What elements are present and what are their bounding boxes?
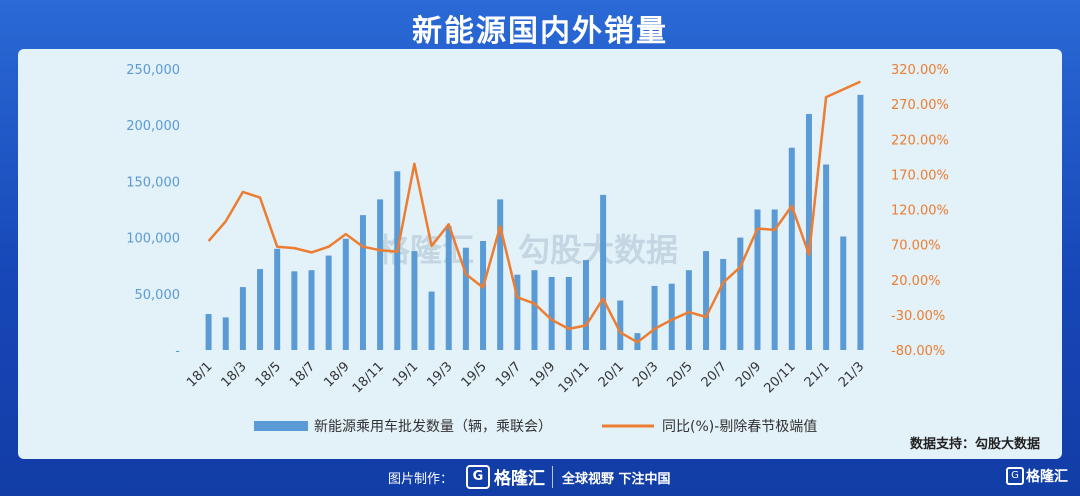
bar-mark	[857, 94, 864, 350]
logo-icon: G	[466, 465, 490, 489]
legend-bar-label: 新能源乘用车批发数量（辆，乘联会）	[314, 418, 552, 435]
bar-mark	[565, 276, 572, 350]
x-tick-label: 19/9	[527, 359, 558, 390]
footer-bar: 图片制作： G 格隆汇 全球视野 下注中国 G 格隆汇	[0, 462, 1080, 496]
y-left-tick-label: 200,000	[126, 119, 180, 134]
x-tick-label: 19/3	[424, 359, 455, 390]
x-tick-label: 20/9	[733, 359, 764, 390]
y-left-tick-label: 250,000	[126, 63, 180, 78]
bar-mark	[239, 287, 246, 350]
y-right-tick-label: 320.00%	[891, 63, 949, 78]
bar-mark	[480, 240, 487, 350]
bar-mark	[531, 270, 538, 350]
x-tick-label: 19/7	[493, 359, 524, 390]
y-left-tick-label: 50,000	[135, 288, 181, 303]
y-right-tick-label: -30.00%	[891, 309, 945, 324]
y-right-tick-label: -80.00%	[891, 344, 945, 359]
bar-mark	[754, 209, 761, 350]
bar-mark	[377, 199, 384, 350]
corner-brand: 格隆汇	[1026, 469, 1068, 485]
y-right-tick-label: 120.00%	[891, 204, 949, 219]
bar-mark	[703, 251, 710, 350]
bar-mark	[291, 271, 298, 350]
x-tick-label: 18/11	[350, 359, 387, 396]
data-source: 数据支持：勾股大数据	[909, 437, 1040, 452]
x-tick-label: 19/5	[459, 359, 490, 390]
bar-mark	[840, 236, 847, 350]
x-tick-label: 18/3	[218, 359, 249, 390]
bar-mark	[823, 164, 830, 350]
y-left-tick-label: 100,000	[126, 232, 180, 247]
x-tick-label: 20/7	[699, 359, 730, 390]
x-tick-label: 18/1	[184, 359, 215, 390]
bar-mark	[617, 300, 624, 350]
bar-mark	[325, 255, 332, 350]
combo-chart: 格隆汇 勾股大数据 - 50,000 100,000 150,000 200,000 250,…	[126, 63, 949, 435]
line-series	[207, 80, 861, 344]
x-tick-label: 20/3	[630, 359, 661, 390]
bar-mark	[222, 317, 229, 350]
bar-mark	[788, 147, 795, 350]
bar-mark	[274, 248, 281, 350]
bar-mark	[462, 247, 469, 350]
bar-mark	[600, 194, 607, 350]
bar-mark	[497, 199, 504, 350]
bar-mark	[548, 276, 555, 350]
corner-logo-icon: G	[1006, 467, 1024, 485]
bar-mark	[805, 113, 812, 351]
footer-brand: 格隆汇	[494, 469, 545, 489]
bar-mark	[514, 274, 521, 350]
y-right-tick-label: 20.00%	[891, 274, 941, 289]
x-tick-label: 20/1	[596, 359, 627, 390]
y-right-tick-label: 270.00%	[891, 98, 949, 113]
x-tick-label: 18/7	[287, 359, 318, 390]
x-tick-label: 18/5	[253, 359, 284, 390]
y-right-tick-label: 170.00%	[891, 168, 949, 183]
x-tick-label: 19/1	[390, 359, 421, 390]
bar-mark	[205, 314, 212, 350]
y-left-tick-label: -	[175, 344, 180, 359]
footer-divider	[552, 466, 553, 488]
bar-mark	[411, 251, 418, 350]
y-right-tick-label: 70.00%	[891, 239, 941, 254]
chart-panel: 格隆汇 勾股大数据 - 50,000 100,000 150,000 200,000 250,…	[18, 49, 1062, 459]
bar-mark	[359, 215, 366, 350]
bar-mark	[737, 237, 744, 350]
bar-mark	[428, 291, 435, 350]
x-tick-label: 21/1	[802, 359, 833, 390]
bar-mark	[308, 270, 315, 350]
x-tick-label: 20/5	[664, 359, 695, 390]
bar-mark	[342, 238, 349, 350]
bar-mark	[668, 283, 675, 350]
legend-bar-swatch	[254, 421, 308, 431]
legend-line-label: 同比(%)-剔除春节极端值	[662, 419, 817, 435]
y-right-tick-label: 220.00%	[891, 133, 949, 148]
bar-mark	[720, 258, 727, 350]
maker-label: 图片制作：	[388, 472, 454, 487]
x-tick-label: 19/11	[556, 359, 593, 396]
x-tick-label: 18/9	[321, 359, 352, 390]
footer-slogan: 全球视野 下注中国	[562, 472, 671, 487]
bar-mark	[445, 226, 452, 350]
chart-title: 新能源国内外销量	[412, 14, 668, 49]
bar-mark	[394, 171, 401, 350]
x-tick-label: 20/11	[762, 359, 799, 396]
y-left-tick-label: 150,000	[126, 175, 180, 190]
bar-mark	[651, 285, 658, 350]
bar-mark	[771, 209, 778, 350]
watermark-text: 勾股大数据	[518, 231, 678, 269]
bar-mark	[582, 260, 589, 350]
x-tick-label: 21/3	[836, 359, 867, 390]
bar-mark	[257, 269, 264, 350]
bar-mark	[685, 270, 692, 350]
watermark-brand: 格隆汇	[378, 231, 474, 269]
